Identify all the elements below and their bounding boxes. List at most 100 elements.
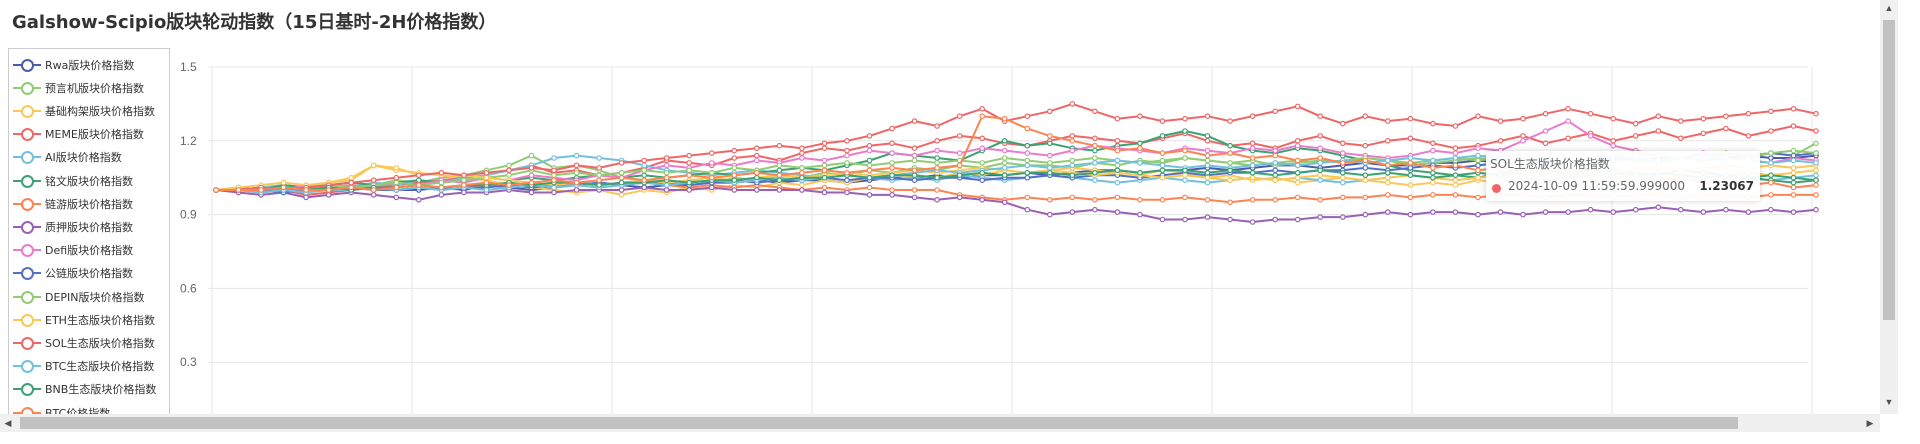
series-line [216,102,1817,191]
data-point [1768,206,1774,213]
data-point [1317,214,1324,220]
data-point [573,152,580,159]
data-point [370,192,377,198]
legend-item[interactable]: MEME版块价格指数 [9,123,144,146]
data-point [1182,155,1188,161]
data-point [1024,157,1031,164]
data-point [1475,174,1481,181]
data-point [438,170,445,176]
data-point [1655,128,1662,134]
scroll-up-arrow[interactable]: ▲ [1884,3,1894,13]
legend-label: BNB生态版块价格指数 [45,383,157,397]
data-point [1475,211,1481,218]
data-point [1790,170,1797,176]
legend-item[interactable]: AI版块价格指数 [9,146,122,169]
legend-item[interactable]: DEPIN版块价格指数 [9,285,145,308]
data-point [1790,147,1797,154]
scroll-down-arrow[interactable]: ▼ [1884,397,1894,407]
data-point [1001,165,1008,171]
data-tooltip: SOL生态版块价格指数 2024-10-09 11:59:59.999000 1… [1486,151,1760,201]
data-point [686,187,693,193]
data-point [1069,209,1076,215]
data-point [596,172,602,179]
legend-item[interactable]: BNB生态版块价格指数 [9,378,156,401]
legend-item[interactable]: 铭文版块价格指数 [9,169,133,192]
data-point [663,170,670,176]
data-point [979,197,986,203]
data-point [1047,170,1053,176]
data-point [911,194,918,201]
data-point [1813,206,1819,213]
horizontal-scroll-thumb[interactable] [20,417,1738,429]
data-point [506,162,512,169]
data-point [1340,179,1346,186]
legend-item[interactable]: ETH生态版块价格指数 [9,308,155,331]
data-point [956,194,963,201]
data-point [731,155,738,161]
data-point [1723,113,1729,120]
legend-item[interactable]: 链游版块价格指数 [9,192,133,215]
data-point [1407,172,1414,179]
data-point [1092,108,1098,115]
data-point [1407,135,1414,142]
data-point [1813,150,1819,156]
data-point [1159,216,1166,223]
vertical-scroll-thumb[interactable] [1883,20,1895,320]
data-point [911,167,918,174]
data-point [1227,150,1233,156]
scroll-left-arrow[interactable]: ◀ [4,418,12,428]
legend-item[interactable]: Defi版块价格指数 [9,239,133,262]
data-point [1272,177,1279,184]
data-point [1249,113,1256,120]
data-point [1047,211,1053,218]
data-point [1204,179,1211,186]
legend-item[interactable]: BTC生态版块价格指数 [9,355,154,378]
data-point [551,177,557,184]
data-point [1362,142,1369,149]
data-point [1723,206,1729,213]
data-point [1182,177,1188,184]
legend-swatch-icon [13,220,41,234]
data-point [1813,160,1819,166]
data-point [1407,182,1414,188]
legend-swatch-icon [13,197,41,211]
data-point [1768,108,1774,115]
data-point [1610,138,1617,144]
data-point [1407,115,1414,122]
data-point [1768,128,1774,134]
data-point [1159,133,1166,139]
data-point [1137,160,1143,166]
data-point [348,174,355,181]
legend-item[interactable]: 预言机版块价格指数 [9,76,144,99]
legend-item[interactable]: Rwa版块价格指数 [9,53,134,76]
vertical-scrollbar[interactable]: ▲ ▼ [1880,0,1898,414]
data-point [1182,128,1188,134]
data-point [1047,152,1053,159]
data-point [1227,118,1233,124]
data-point [1340,194,1346,201]
data-point [1069,133,1076,139]
legend-item[interactable]: 基础构架版块价格指数 [9,99,155,122]
data-point [934,155,940,161]
horizontal-scrollbar[interactable]: ◀ ▶ [0,414,1880,432]
legend-item[interactable]: BTC价格指数 [9,401,110,415]
data-point [1610,115,1617,122]
data-point [708,160,715,166]
data-point [1452,123,1459,129]
data-point [325,192,332,198]
data-point [753,145,760,152]
data-point [393,179,400,186]
data-point [1047,160,1053,166]
scroll-right-arrow[interactable]: ▶ [1866,418,1874,428]
data-point [1542,140,1549,147]
data-point [1542,209,1549,215]
legend-item[interactable]: 公链版块价格指数 [9,262,133,285]
legend-item[interactable]: SOL生态版块价格指数 [9,331,155,354]
data-point [1745,209,1752,215]
legend-item[interactable]: 质押版块价格指数 [9,215,133,238]
data-point [1092,170,1098,176]
data-point [551,167,557,174]
data-point [1362,157,1369,164]
data-point [1182,172,1188,179]
data-point [889,150,895,156]
